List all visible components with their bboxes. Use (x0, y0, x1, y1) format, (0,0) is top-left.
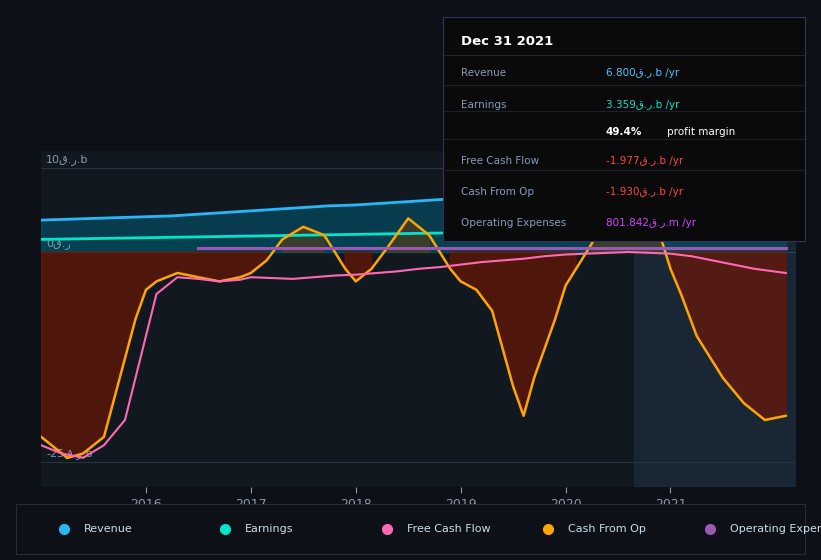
Text: Cash From Op: Cash From Op (568, 524, 646, 534)
Text: -1.977ق.ر.b /yr: -1.977ق.ر.b /yr (606, 156, 683, 166)
Text: -1.930ق.ر.b /yr: -1.930ق.ر.b /yr (606, 187, 683, 197)
Text: Free Cash Flow: Free Cash Flow (406, 524, 490, 534)
Text: 6.800ق.ر.b /yr: 6.800ق.ر.b /yr (606, 68, 679, 78)
Text: profit margin: profit margin (667, 127, 736, 137)
Text: Operating Expenses: Operating Expenses (730, 524, 821, 534)
Text: 0ق.ر: 0ق.ر (46, 239, 71, 250)
Text: Operating Expenses: Operating Expenses (461, 218, 566, 228)
Text: 801.842ق.ر.m /yr: 801.842ق.ر.m /yr (606, 218, 696, 228)
Text: Cash From Op: Cash From Op (461, 187, 534, 197)
Text: 3.359ق.ر.b /yr: 3.359ق.ر.b /yr (606, 100, 680, 110)
Text: 49.4%: 49.4% (606, 127, 642, 137)
Text: Revenue: Revenue (84, 524, 132, 534)
Bar (634, 151, 796, 487)
Text: Free Cash Flow: Free Cash Flow (461, 156, 539, 166)
Text: Dec 31 2021: Dec 31 2021 (461, 35, 553, 48)
Text: 10ق.ر.b: 10ق.ر.b (46, 155, 89, 166)
Text: Earnings: Earnings (245, 524, 293, 534)
Text: Revenue: Revenue (461, 68, 507, 78)
Text: Earnings: Earnings (461, 100, 507, 110)
Text: -25ق.ر.b: -25ق.ر.b (46, 449, 93, 459)
